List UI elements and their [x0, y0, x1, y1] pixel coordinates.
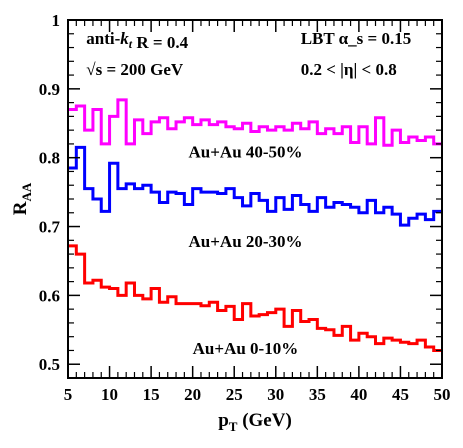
x-tick-label: 45 [392, 385, 409, 404]
y-tick-label: 1 [52, 11, 61, 30]
tick-label-layer: 5 10 15 20 25 30 35 40 45 50 0.5 0.6 0.7 0.8 0.9 1 [39, 11, 451, 404]
series-layer [68, 98, 442, 352]
y-tick-label: 0.8 [39, 149, 60, 168]
annotation-0: anti-kt R = 0.4 [86, 29, 188, 52]
y-tick-label: 0.5 [39, 355, 60, 374]
annotation-5: Au+Au 20-30% [189, 232, 303, 251]
y-tick-label: 0.9 [39, 80, 60, 99]
annotation-4: Au+Au 40-50% [189, 143, 303, 162]
y-tick-label: 0.7 [39, 218, 61, 237]
series-line-2 [68, 244, 442, 352]
x-tick-label: 30 [267, 385, 284, 404]
x-tick-label: 40 [350, 385, 367, 404]
y-axis-label: RAA [10, 182, 34, 215]
tick-layer [67, 19, 443, 379]
x-tick-label: 10 [101, 385, 118, 404]
x-tick-label: 35 [309, 385, 326, 404]
x-tick-label: 15 [143, 385, 160, 404]
x-tick-label: 50 [434, 385, 451, 404]
x-tick-label: 5 [64, 385, 73, 404]
annotation-1: √s = 200 GeV [86, 60, 184, 79]
series-line-0 [68, 98, 442, 147]
annotation-layer: anti-kt R = 0.4 √s = 200 GeV LBT α_s = 0.1… [86, 29, 411, 358]
annotation-2: LBT α_s = 0.15 [301, 29, 412, 48]
x-tick-label: 25 [226, 385, 243, 404]
annotation-6: Au+Au 0-10% [193, 339, 299, 358]
y-tick-label: 0.6 [39, 286, 60, 305]
series-line-1 [68, 145, 442, 227]
x-axis-label: pT (GeV) [218, 410, 292, 434]
x-tick-label: 20 [184, 385, 201, 404]
annotation-3: 0.2 < |η| < 0.8 [301, 60, 397, 79]
